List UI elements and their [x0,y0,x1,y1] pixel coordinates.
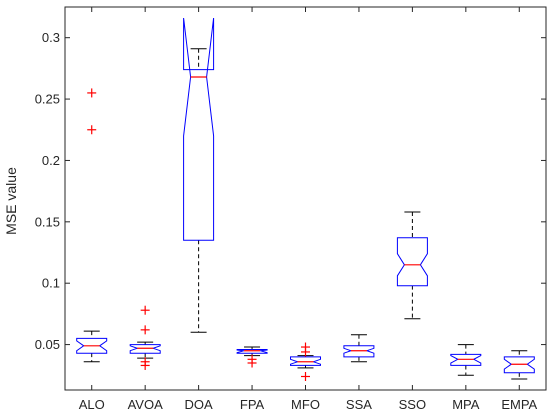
y-tick-label: 0.2 [42,153,60,168]
notched-box [76,337,108,354]
box-mpa [450,344,482,376]
notched-box [290,356,321,366]
notched-box [503,356,535,374]
box-avoa [129,305,161,370]
box-alo [76,88,108,363]
box-empa [503,350,535,380]
y-tick-label: 0.25 [35,92,60,107]
outlier-marker [301,342,310,352]
box-fpa [236,346,268,368]
x-tick-label: MPA [452,397,480,412]
notched-box [343,345,375,358]
outlier-marker [140,325,150,335]
notched-box [129,344,161,354]
y-tick-label: 0.1 [42,276,60,291]
box-ssa [343,334,375,363]
x-tick-label: AVOA [128,397,163,412]
outlier-marker [140,305,150,315]
y-tick-label: 0.3 [42,30,60,45]
notched-box [396,237,428,287]
plot-area [76,17,535,381]
notched-box [236,349,268,354]
box-doa [183,17,215,333]
x-axis: ALO AVOA DOA FPA MFO SSA SSO MPA EMPA [79,7,538,412]
notched-box [450,353,482,366]
box-sso [396,211,428,320]
plot-frame [64,6,547,391]
outlier-marker [87,88,97,98]
x-tick-label: SSO [399,397,426,412]
y-tick-label: 0.15 [35,214,60,229]
y-axis: 0.05 0.1 0.15 0.2 0.25 0.3 [35,30,546,352]
box-mfo [290,342,321,381]
outlier-marker [301,371,310,381]
outlier-marker [140,357,150,367]
x-tick-label: FPA [240,397,265,412]
outlier-marker [247,354,257,364]
outlier-marker [87,125,97,135]
x-tick-label: DOA [185,397,214,412]
x-tick-label: ALO [79,397,105,412]
x-tick-label: SSA [346,397,372,412]
y-tick-label: 0.05 [35,337,60,352]
x-tick-label: EMPA [501,397,537,412]
x-tick-label: MFO [291,397,320,412]
y-axis-label: MSE value [3,167,19,235]
notched-box [183,17,215,241]
